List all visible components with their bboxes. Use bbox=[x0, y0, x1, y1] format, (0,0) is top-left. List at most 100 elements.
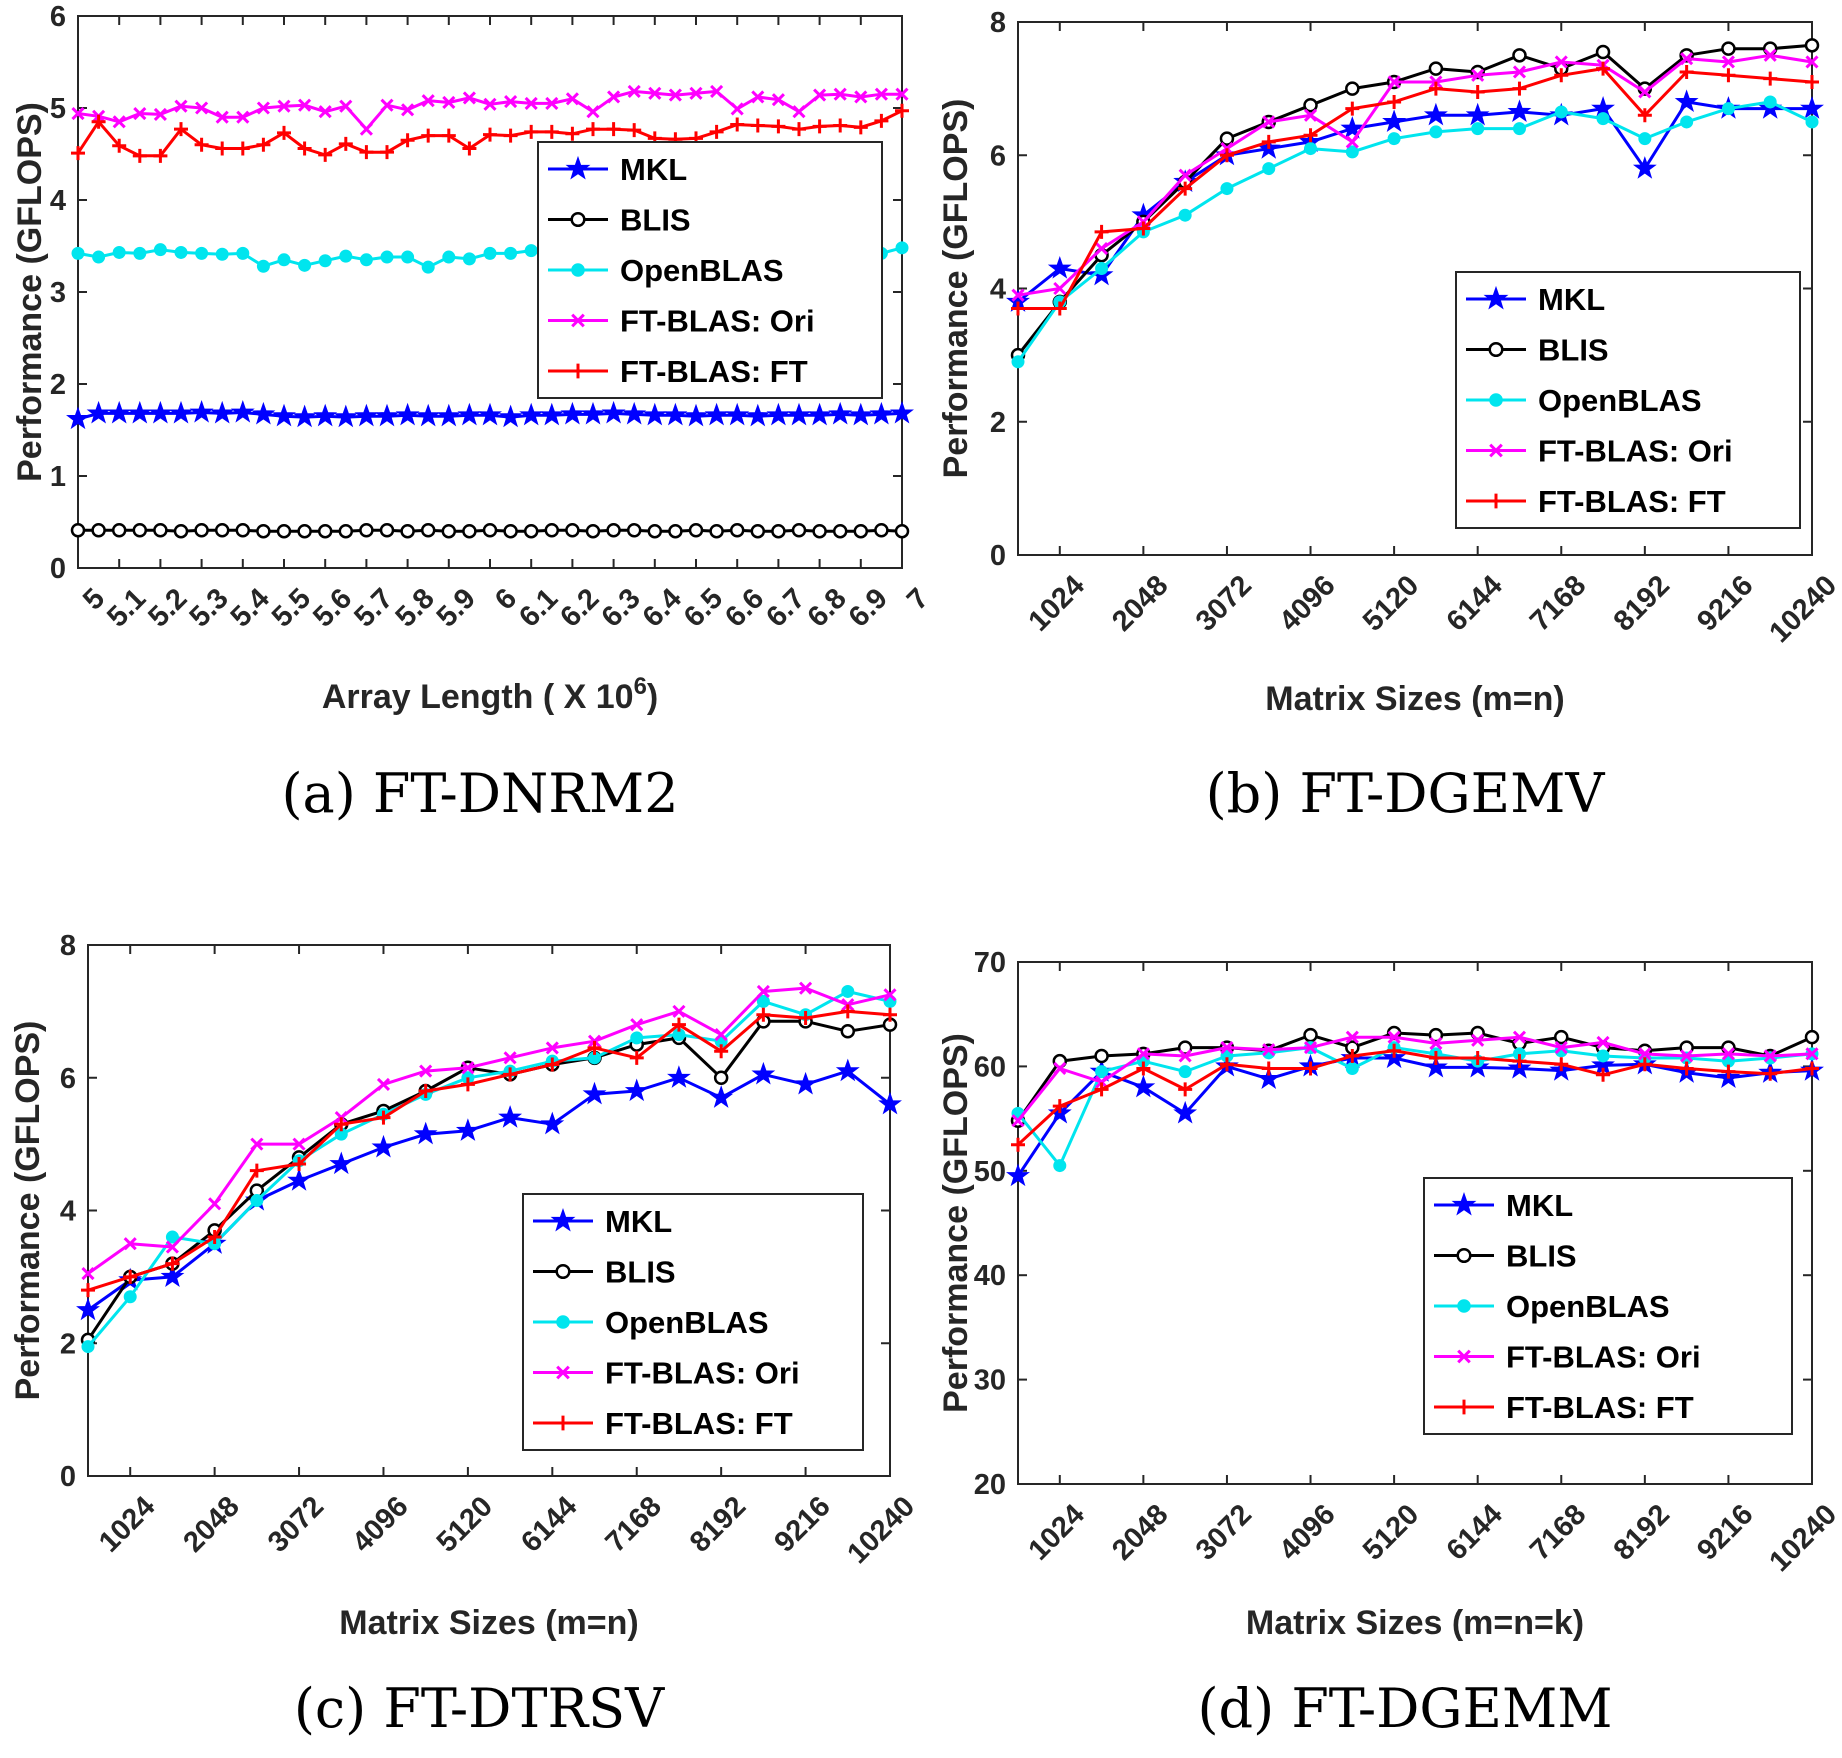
data-point bbox=[165, 1240, 179, 1254]
data-point bbox=[792, 122, 806, 137]
data-point bbox=[132, 148, 147, 163]
data-point bbox=[1470, 84, 1485, 99]
data-point bbox=[277, 253, 291, 267]
data-point bbox=[298, 98, 312, 112]
data-point bbox=[214, 523, 230, 538]
y-axis-label: Performance (GFLOPS) bbox=[937, 1033, 975, 1413]
data-point bbox=[1256, 1066, 1281, 1090]
data-point bbox=[1095, 1075, 1109, 1089]
data-point bbox=[688, 523, 704, 538]
data-point bbox=[1178, 208, 1192, 222]
y-tick-label: 4 bbox=[990, 274, 1006, 306]
data-point bbox=[730, 102, 744, 116]
data-point bbox=[1178, 1082, 1193, 1097]
series-line bbox=[1018, 67, 1813, 310]
data-point bbox=[276, 523, 292, 539]
data-point bbox=[1805, 115, 1819, 129]
legend-marker bbox=[571, 313, 585, 328]
data-point bbox=[318, 254, 332, 268]
data-point bbox=[1178, 1049, 1192, 1063]
data-point bbox=[1800, 96, 1824, 119]
x-tick-label: 8192 bbox=[684, 1490, 752, 1558]
data-point bbox=[457, 402, 482, 426]
data-point bbox=[668, 523, 683, 539]
data-point bbox=[1303, 1027, 1318, 1043]
y-axis-label: Performance (GFLOPS) bbox=[11, 102, 49, 482]
data-point bbox=[581, 401, 605, 425]
data-point bbox=[586, 105, 600, 119]
data-point bbox=[586, 122, 600, 137]
data-point bbox=[194, 523, 209, 538]
x-tick-label: 5120 bbox=[1357, 1498, 1425, 1566]
series-ft-blas-ft bbox=[1011, 1043, 1819, 1152]
data-point bbox=[1470, 1051, 1485, 1066]
y-tick-label: 8 bbox=[990, 7, 1006, 39]
data-point bbox=[91, 114, 106, 129]
data-point bbox=[287, 1168, 311, 1191]
data-point bbox=[1638, 132, 1652, 146]
data-point bbox=[354, 403, 379, 427]
data-point bbox=[442, 95, 456, 110]
data-point bbox=[1423, 1054, 1448, 1078]
data-point bbox=[840, 1004, 855, 1019]
data-point bbox=[107, 400, 132, 424]
data-point bbox=[1303, 108, 1318, 122]
legend-marker bbox=[1488, 493, 1504, 509]
data-point bbox=[235, 523, 251, 538]
data-point bbox=[207, 1230, 222, 1245]
legend-marker bbox=[1451, 1191, 1477, 1216]
data-point bbox=[853, 120, 868, 135]
data-point bbox=[256, 101, 270, 115]
data-point bbox=[1220, 1041, 1234, 1055]
data-point bbox=[710, 84, 724, 99]
data-point bbox=[503, 128, 518, 143]
data-point bbox=[729, 523, 745, 538]
legend-marker bbox=[556, 1315, 570, 1329]
series-ft-blas-ori bbox=[71, 84, 909, 136]
data-point bbox=[630, 1018, 644, 1032]
legend-label: MKL bbox=[1506, 1188, 1573, 1223]
data-point bbox=[1554, 105, 1568, 119]
series-ft-blas-ori bbox=[1011, 1030, 1819, 1128]
data-point bbox=[503, 1067, 518, 1082]
y-tick-label: 6 bbox=[60, 1063, 76, 1095]
data-point bbox=[1304, 142, 1318, 156]
data-point bbox=[627, 84, 641, 99]
data-point bbox=[71, 146, 85, 161]
series-line bbox=[87, 1009, 891, 1292]
data-point bbox=[292, 404, 317, 428]
data-point bbox=[1345, 135, 1359, 149]
data-point bbox=[1554, 1057, 1569, 1072]
y-tick-label: 2 bbox=[60, 1328, 76, 1360]
x-tick-label: 10240 bbox=[1763, 569, 1842, 649]
x-axis-label: Matrix Sizes (m=n) bbox=[1265, 680, 1564, 718]
data-point bbox=[297, 523, 312, 539]
legend-marker bbox=[1457, 1349, 1471, 1364]
y-tick-label: 3 bbox=[50, 277, 66, 309]
data-point bbox=[503, 1051, 517, 1065]
data-point bbox=[210, 400, 235, 424]
data-point bbox=[607, 90, 621, 104]
data-point bbox=[133, 246, 147, 260]
y-tick-label: 2 bbox=[990, 407, 1006, 439]
data-point bbox=[812, 523, 827, 539]
data-point bbox=[1512, 1054, 1527, 1069]
data-point bbox=[524, 244, 538, 258]
data-point bbox=[1095, 1065, 1109, 1079]
data-point bbox=[462, 523, 477, 539]
caption: (c) FT-DTRSV bbox=[294, 1677, 665, 1740]
data-point bbox=[1428, 81, 1443, 96]
data-point bbox=[793, 1071, 818, 1095]
data-point bbox=[215, 247, 229, 261]
data-point bbox=[606, 122, 621, 137]
data-point bbox=[165, 1230, 179, 1244]
chart-panel-2: 0 2 4 6 8 1024 2048 3072 4096 5120 6144 7168 8192 921… bbox=[937, 7, 1842, 825]
legend: MKL BLIS OpenBLAS FT-BLAS: Ori FT-BLAS: FT bbox=[1423, 1177, 1793, 1435]
data-point bbox=[1047, 255, 1072, 279]
data-point bbox=[441, 128, 456, 143]
data-point bbox=[230, 399, 255, 423]
series-line bbox=[1016, 1046, 1813, 1168]
data-point bbox=[1680, 115, 1694, 129]
data-point bbox=[1052, 1099, 1067, 1114]
legend-marker bbox=[550, 1207, 576, 1232]
